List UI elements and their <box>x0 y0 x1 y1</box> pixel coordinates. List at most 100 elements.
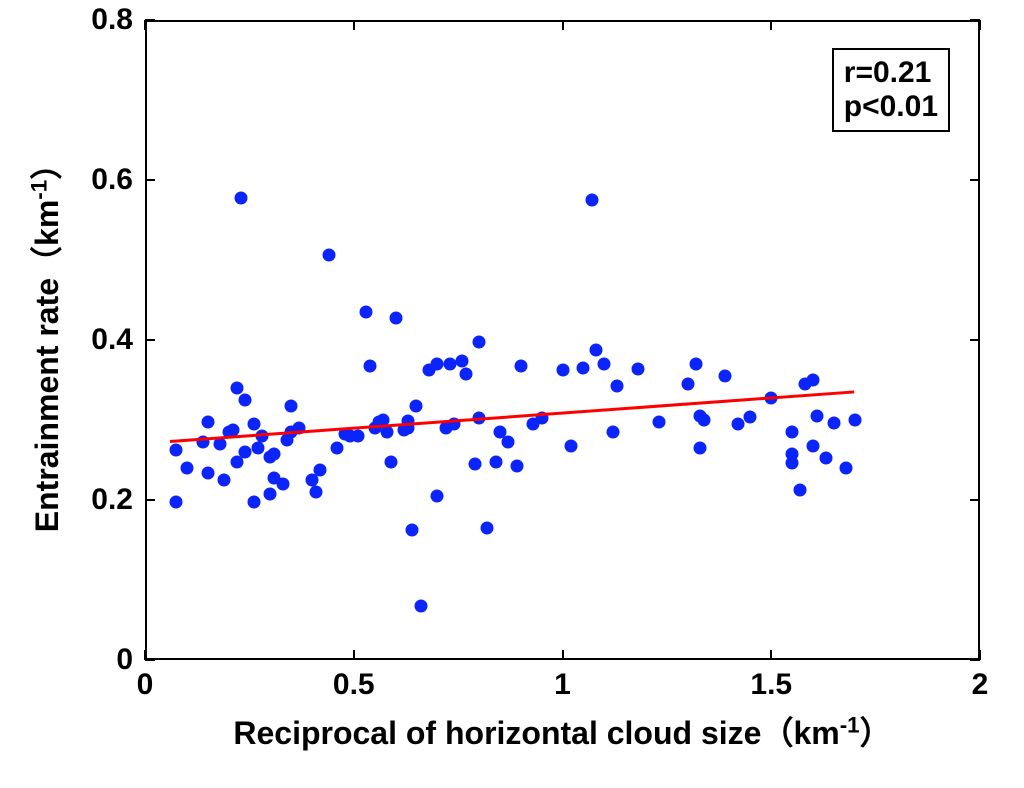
data-point <box>310 486 323 499</box>
x-axis-label: Reciprocal of horizontal cloud size（km-1… <box>233 708 891 754</box>
y-axis-label: Entrainment rate（km-1） <box>22 148 68 532</box>
data-point <box>610 379 623 392</box>
data-point <box>201 466 214 479</box>
data-point <box>681 378 694 391</box>
data-point <box>827 417 840 430</box>
data-point <box>564 439 577 452</box>
x-tick-label: 2 <box>972 668 989 702</box>
data-point <box>786 426 799 439</box>
data-point <box>698 414 711 427</box>
data-point <box>456 354 469 367</box>
data-point <box>239 394 252 407</box>
data-point <box>239 446 252 459</box>
y-tick <box>970 19 980 21</box>
data-point <box>489 455 502 468</box>
data-point <box>786 448 799 461</box>
data-point <box>314 463 327 476</box>
data-point <box>268 447 281 460</box>
x-axis-unit-sup: -1 <box>840 712 860 737</box>
data-point <box>460 367 473 380</box>
y-tick-label: 0.2 <box>91 483 133 517</box>
data-point <box>694 442 707 455</box>
data-point <box>251 442 264 455</box>
data-point <box>431 358 444 371</box>
y-tick <box>970 499 980 501</box>
y-tick <box>145 339 155 341</box>
stats-p: p<0.01 <box>844 90 938 124</box>
data-point <box>276 478 289 491</box>
data-point <box>360 306 373 319</box>
data-point <box>585 194 598 207</box>
data-point <box>170 443 183 456</box>
data-point <box>443 358 456 371</box>
data-point <box>201 416 214 429</box>
x-tick-label: 1 <box>554 668 571 702</box>
data-point <box>389 311 402 324</box>
data-point <box>468 458 481 471</box>
y-tick <box>145 19 155 21</box>
x-tick <box>353 20 355 30</box>
data-point <box>589 343 602 356</box>
data-point <box>170 495 183 508</box>
data-point <box>247 418 260 431</box>
data-point <box>218 474 231 487</box>
x-tick <box>144 20 146 30</box>
data-point <box>631 362 644 375</box>
data-point <box>410 399 423 412</box>
x-tick <box>353 650 355 660</box>
y-tick <box>970 179 980 181</box>
data-point <box>351 430 364 443</box>
data-point <box>514 359 527 372</box>
x-axis-label-text: Reciprocal of horizontal cloud size <box>233 715 761 751</box>
data-point <box>235 192 248 205</box>
data-point <box>180 462 193 475</box>
data-point <box>744 410 757 423</box>
data-point <box>264 487 277 500</box>
data-point <box>502 436 515 449</box>
stats-box: r=0.21 p<0.01 <box>832 48 950 132</box>
data-point <box>819 452 832 465</box>
data-point <box>652 415 665 428</box>
x-tick <box>562 20 564 30</box>
data-point <box>807 440 820 453</box>
y-tick-label: 0.4 <box>91 323 133 357</box>
y-tick-label: 0.6 <box>91 163 133 197</box>
data-point <box>510 459 523 472</box>
data-point <box>556 364 569 377</box>
y-axis-unit-sup: -1 <box>26 180 51 200</box>
data-point <box>811 410 824 423</box>
y-tick <box>145 499 155 501</box>
y-tick-label: 0.8 <box>91 3 133 37</box>
scatter-chart: 00.511.52 00.20.40.60.8 Reciprocal of ho… <box>0 0 1024 788</box>
x-tick-label: 0 <box>137 668 154 702</box>
data-point <box>385 455 398 468</box>
data-point <box>331 442 344 455</box>
data-point <box>577 362 590 375</box>
x-tick <box>979 20 981 30</box>
data-point <box>230 382 243 395</box>
data-point <box>406 524 419 537</box>
data-point <box>285 400 298 413</box>
data-point <box>431 490 444 503</box>
y-tick <box>970 339 980 341</box>
x-axis-unit: km <box>793 715 839 751</box>
y-axis-label-text: Entrainment rate <box>29 278 65 532</box>
data-point <box>247 495 260 508</box>
y-axis-unit-open: （ <box>29 246 65 278</box>
data-point <box>794 483 807 496</box>
data-point <box>481 522 494 535</box>
data-point <box>598 358 611 371</box>
data-point <box>719 370 732 383</box>
data-point <box>473 335 486 348</box>
x-tick <box>562 650 564 660</box>
y-tick <box>145 659 155 661</box>
y-axis-unit-close: ） <box>29 148 65 180</box>
y-tick-label: 0 <box>116 643 133 677</box>
data-point <box>690 358 703 371</box>
y-tick <box>970 659 980 661</box>
data-point <box>840 462 853 475</box>
x-tick-label: 1.5 <box>750 668 792 702</box>
data-point <box>807 374 820 387</box>
y-tick <box>145 179 155 181</box>
data-point <box>322 249 335 262</box>
